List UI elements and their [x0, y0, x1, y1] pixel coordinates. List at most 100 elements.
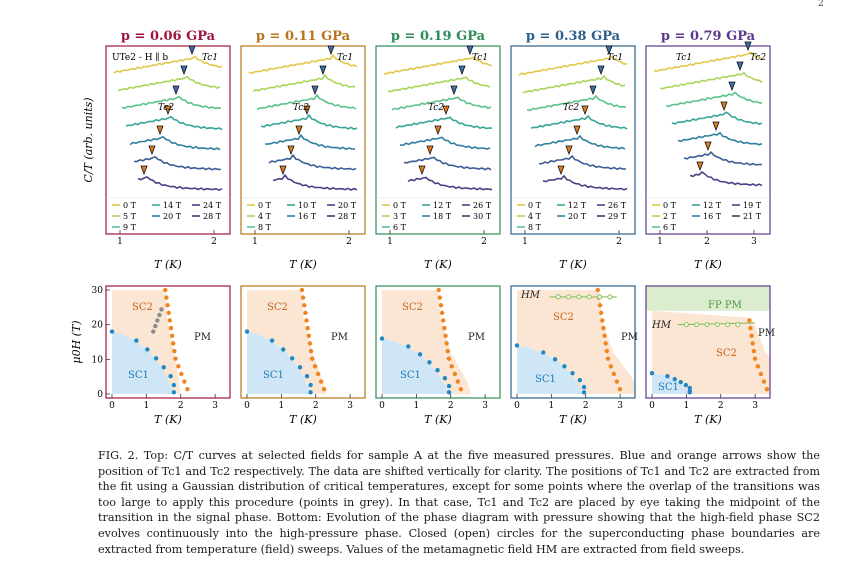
legend-entry: 0 T: [663, 201, 677, 210]
region-label: PM: [758, 328, 775, 339]
sc1-region: [382, 338, 450, 394]
sc2-boundary-point: [306, 333, 312, 338]
legend-entry: 18 T: [433, 212, 452, 221]
sc2-boundary-point: [601, 325, 606, 331]
sc2-boundary-point: [749, 333, 754, 338]
ct-curve: [391, 96, 492, 111]
tc-arrow-marker: [450, 85, 458, 96]
ct-panel-frame: [240, 45, 366, 235]
sc2-boundary-point: [163, 287, 168, 293]
hm-point: [566, 294, 572, 300]
phase-xlabel: T (K): [694, 413, 722, 426]
legend-entry: 16 T: [298, 212, 317, 221]
sc2-boundary-point: [168, 325, 174, 331]
sc2-boundary-point: [310, 356, 315, 361]
sc2-boundary-point: [617, 386, 623, 392]
tc-arrow-marker: [188, 45, 196, 56]
sc1-boundary-point: [308, 390, 313, 395]
tc-arrow-marker: [442, 105, 450, 116]
phase-x-tick-label: 3: [347, 401, 353, 411]
ct-curve: [256, 93, 357, 111]
ct-curve: [677, 131, 763, 146]
legend-entry: 8 T: [258, 223, 272, 232]
ct-curve: [530, 114, 628, 130]
ct-curve: [117, 75, 221, 92]
tc-arrow-marker: [466, 45, 474, 56]
phase-xlabel: T (K): [424, 413, 452, 426]
ct-curve: [522, 74, 626, 94]
ct-curve: [387, 76, 491, 93]
hm-point: [694, 322, 700, 328]
tc-arrow-marker: [581, 105, 589, 116]
sc1-boundary-point: [678, 379, 683, 385]
sc2-boundary-point: [185, 386, 190, 392]
tc1-label: Tc1: [202, 53, 218, 63]
sc2-boundary-point: [443, 333, 448, 338]
sc2-boundary-point: [167, 318, 173, 323]
sc2-boundary-point: [179, 371, 184, 377]
ct-curve: [133, 155, 222, 171]
tc-arrow-marker: [720, 101, 728, 112]
grey-point: [159, 307, 164, 312]
phase-y-tick-label: 20: [92, 321, 104, 331]
top-x-tick-label: 2: [704, 237, 710, 247]
region-label: SC1: [400, 370, 421, 381]
tc2-label: Tc2: [750, 53, 766, 63]
region-label: SC2: [267, 302, 288, 313]
sc1-boundary-point: [442, 375, 448, 381]
sc2-boundary-point: [600, 318, 605, 323]
ct-curve: [518, 55, 628, 76]
ct-curve: [272, 173, 358, 191]
sc1-boundary-point: [145, 347, 150, 352]
region-label: HM: [651, 320, 672, 331]
legend-entry: 20 T: [568, 212, 587, 221]
sc1-boundary-point: [134, 338, 139, 343]
ct-curve: [268, 153, 357, 171]
sc2-boundary-point: [604, 348, 610, 354]
grey-point: [153, 323, 158, 329]
sc2-boundary-point: [176, 364, 181, 369]
tc-arrow-marker: [704, 141, 712, 152]
grey-point: [155, 318, 160, 323]
sc2-boundary-point: [312, 364, 318, 369]
pressure-title: p = 0.06 GPa: [121, 29, 216, 44]
tc-arrow-marker: [327, 45, 335, 56]
tc-arrow-marker: [172, 85, 180, 96]
phase-x-tick-label: 0: [244, 401, 250, 411]
sc2-boundary-point: [446, 356, 452, 361]
sc2-boundary-point: [758, 371, 764, 377]
ct-curve: [659, 71, 763, 90]
sc1-boundary-point: [683, 382, 689, 388]
tc-arrow-marker: [557, 165, 565, 176]
ct-panel-frame: [510, 45, 636, 235]
sc1-boundary-point: [308, 382, 313, 388]
top-x-tick-label: 2: [481, 237, 487, 247]
sc1-boundary-point: [577, 377, 583, 383]
sc1-boundary-point: [665, 373, 670, 379]
ct-curve: [526, 94, 627, 112]
hm-point: [607, 294, 613, 300]
tc-arrow-marker: [148, 145, 156, 156]
phase-x-tick-label: 3: [752, 401, 758, 411]
legend-entry: 20 T: [163, 212, 182, 221]
sc2-boundary-point: [597, 303, 603, 308]
sc1-boundary-point: [161, 365, 166, 370]
region-label: SC2: [716, 348, 737, 359]
phase-x-tick-label: 2: [178, 401, 184, 411]
top-xlabel: T (K): [289, 258, 317, 271]
phase-x-tick-label: 2: [448, 401, 454, 411]
tc-arrow-marker: [319, 65, 327, 76]
tc-arrow-marker: [140, 165, 148, 176]
region-label: SC2: [132, 302, 153, 313]
sc1-boundary-point: [171, 382, 177, 388]
legend-entry: 12 T: [568, 201, 587, 210]
phase-regions: [247, 290, 327, 394]
phase-x-tick-label: 3: [617, 401, 623, 411]
sample-label: UTe2 - H ∥ b: [112, 52, 168, 63]
legend-entry: 12 T: [433, 201, 452, 210]
sc2-boundary-point: [614, 379, 620, 384]
region-label: SC1: [658, 382, 679, 393]
ct-curve: [383, 56, 493, 75]
